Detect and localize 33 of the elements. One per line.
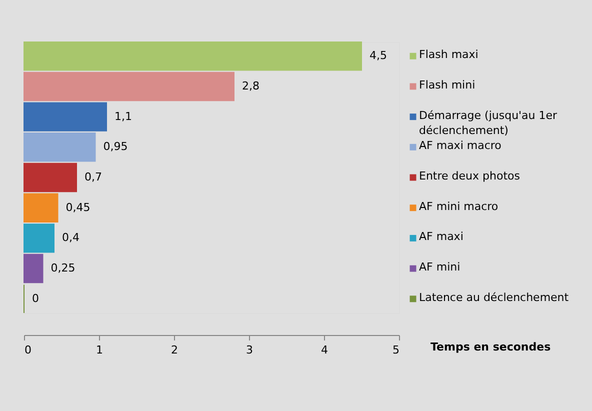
legend-label: AF mini <box>419 260 460 274</box>
data-label: 0,7 <box>84 170 102 184</box>
bar <box>24 193 58 222</box>
legend-label: Entre deux photos <box>419 170 520 182</box>
legend-label: AF mini macro <box>419 200 498 213</box>
x-tick-label: 0 <box>24 344 32 356</box>
data-label: 0,4 <box>62 231 80 244</box>
legend-label: AF maxi <box>419 230 464 244</box>
x-tick-label: 4 <box>321 344 328 356</box>
legend-label: AF maxi macro <box>419 139 502 152</box>
data-label: 0,45 <box>66 200 90 214</box>
bar <box>24 132 96 162</box>
data-label: 4,5 <box>370 49 387 62</box>
legend-label: Flash mini <box>419 78 476 92</box>
x-tick-label: 3 <box>246 344 253 356</box>
bar <box>24 162 77 192</box>
x-tick-label: 1 <box>96 344 103 356</box>
data-label: 0 <box>32 292 39 305</box>
x-tick-label: 2 <box>171 344 178 356</box>
data-label: 0,95 <box>103 140 128 154</box>
legend-label: Flash maxi <box>419 48 478 62</box>
data-label: 0,25 <box>50 262 76 275</box>
legend-label: Démarrage (jusqu'au 1er déclenchement) <box>419 108 558 137</box>
bar <box>24 72 234 102</box>
x-tick-label: 5 <box>392 344 400 356</box>
data-label: 1,1 <box>114 110 132 123</box>
bar <box>24 102 107 132</box>
bar <box>24 254 44 284</box>
data-label: 2,8 <box>242 79 260 92</box>
x-axis-title: Temps en secondes <box>430 340 552 354</box>
bar <box>24 42 362 71</box>
legend-label: Latence au déclenchement <box>419 290 570 304</box>
bar <box>24 224 54 253</box>
